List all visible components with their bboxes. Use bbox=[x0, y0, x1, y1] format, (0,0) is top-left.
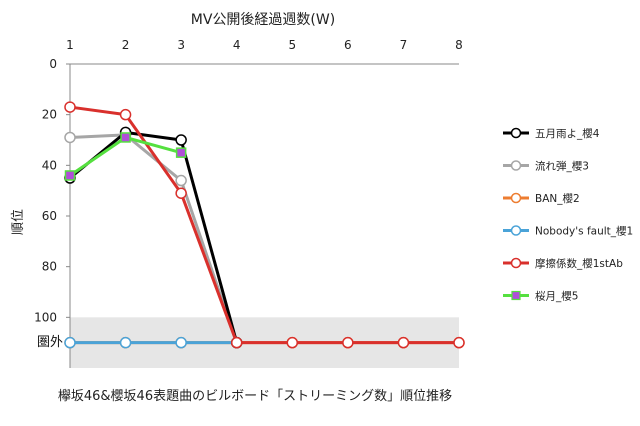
legend-item: 摩擦係数_櫻1stAb bbox=[503, 257, 623, 270]
legend-label: 流れ弾_櫻3 bbox=[535, 160, 589, 173]
series-5 bbox=[64, 132, 187, 181]
data-point bbox=[64, 101, 76, 113]
legend-swatch-marker bbox=[510, 192, 522, 204]
data-point bbox=[175, 336, 187, 349]
series-layer bbox=[64, 101, 465, 349]
data-point bbox=[175, 134, 187, 146]
data-point bbox=[286, 336, 299, 349]
legend: 五月雨よ_櫻4 流れ弾_櫻3 BAN_櫻2 Nobody's fault_櫻1 摩擦係数… bbox=[503, 127, 633, 303]
legend-swatch-marker bbox=[510, 160, 522, 171]
legend-label: BAN_櫻2 bbox=[535, 192, 580, 205]
legend-item: BAN_櫻2 bbox=[503, 192, 580, 205]
x-tick-label: 4 bbox=[233, 38, 241, 52]
y-tick-label: 60 bbox=[42, 209, 57, 223]
series-line bbox=[69, 133, 239, 344]
series-4 bbox=[64, 101, 465, 349]
x-tick-label: 5 bbox=[288, 38, 296, 52]
y-tick-label: 20 bbox=[42, 108, 57, 122]
legend-item: 桜月_櫻5 bbox=[503, 290, 578, 303]
data-point bbox=[453, 336, 465, 349]
data-point bbox=[342, 336, 354, 349]
legend-item: 五月雨よ_櫻4 bbox=[503, 127, 600, 140]
y-tick-label: 40 bbox=[42, 158, 57, 172]
legend-label: 摩擦係数_櫻1stAb bbox=[535, 257, 623, 270]
series-line bbox=[69, 105, 459, 345]
data-point bbox=[119, 336, 132, 349]
data-point bbox=[175, 174, 187, 187]
x-tick-label: 8 bbox=[455, 38, 463, 52]
legend-swatch-marker bbox=[510, 225, 522, 236]
y-tick-label: 80 bbox=[42, 260, 57, 274]
legend-label: 桜月_櫻5 bbox=[535, 290, 578, 303]
x-tick-label: 2 bbox=[122, 38, 130, 52]
legend-swatch-marker bbox=[510, 257, 522, 269]
data-point bbox=[175, 147, 187, 158]
y-axis-label: 順位 bbox=[11, 209, 26, 235]
data-point bbox=[119, 108, 132, 121]
legend-swatch-marker bbox=[510, 127, 522, 139]
y-tick-label: 0 bbox=[49, 57, 57, 71]
y-tick-label: 100 bbox=[34, 310, 57, 324]
legend-label: Nobody's fault_櫻1 bbox=[535, 225, 633, 238]
data-point bbox=[64, 336, 76, 349]
data-point bbox=[397, 336, 410, 349]
chart-title: MV公開後経過週数(W) bbox=[191, 12, 335, 28]
data-point bbox=[64, 170, 76, 181]
legend-swatch-marker bbox=[511, 290, 521, 301]
data-point bbox=[230, 336, 243, 349]
data-point bbox=[120, 132, 131, 143]
x-tick-label: 3 bbox=[177, 38, 185, 52]
legend-item: Nobody's fault_櫻1 bbox=[503, 225, 633, 238]
chart-caption: 欅坂46&櫻坂46表題曲のビルボード「ストリーミング数」順位推移 bbox=[58, 389, 452, 404]
data-point bbox=[175, 187, 187, 199]
legend-label: 五月雨よ_櫻4 bbox=[535, 127, 600, 140]
legend-item: 流れ弾_櫻3 bbox=[503, 160, 589, 173]
x-tick-label: 1 bbox=[66, 38, 74, 52]
data-point bbox=[64, 131, 76, 144]
x-tick-label: 7 bbox=[400, 38, 408, 52]
out-of-chart-label: 圏外 bbox=[37, 335, 63, 350]
x-tick-label: 6 bbox=[344, 38, 352, 52]
